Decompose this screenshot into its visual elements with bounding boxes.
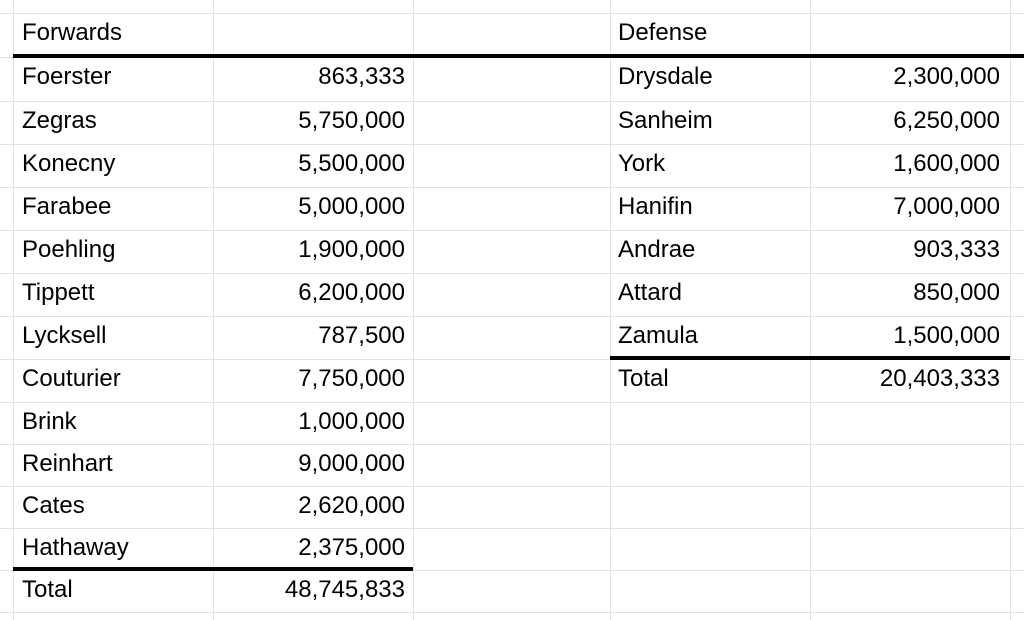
defense-name-cell[interactable]: Andrae <box>618 236 696 263</box>
defense-name-cell[interactable]: Hanifin <box>618 193 693 220</box>
defense-name-cell[interactable]: York <box>618 150 666 177</box>
defense-name-cell[interactable]: Attard <box>618 279 683 306</box>
defense-value-cell[interactable]: 1,500,000 <box>893 322 1000 349</box>
defense-name-cell[interactable]: Zamula <box>618 322 699 349</box>
forward-name-cell[interactable]: Lycksell <box>22 322 107 349</box>
forward-value-cell[interactable]: 5,000,000 <box>298 193 405 220</box>
defense-name-cell[interactable]: Drysdale <box>618 63 713 90</box>
forward-value-cell[interactable]: 2,620,000 <box>298 492 405 519</box>
forward-value-cell[interactable]: 863,333 <box>318 63 405 90</box>
forward-name-cell[interactable]: Brink <box>22 408 77 435</box>
gridline-horizontal <box>0 273 1024 274</box>
gridline-horizontal <box>0 612 1024 613</box>
forward-name-cell[interactable]: Reinhart <box>22 450 113 477</box>
defense-total-value[interactable]: 20,403,333 <box>879 365 1000 392</box>
defense-value-cell[interactable]: 903,333 <box>913 236 1000 263</box>
gridline-horizontal <box>0 359 1024 360</box>
forward-name-cell[interactable]: Couturier <box>22 365 121 392</box>
gridline-horizontal <box>0 13 1024 14</box>
gridline-vertical <box>13 0 14 620</box>
forward-name-cell[interactable]: Zegras <box>22 107 97 134</box>
forwards-total-label[interactable]: Total <box>22 576 73 603</box>
defense-value-cell[interactable]: 2,300,000 <box>893 63 1000 90</box>
defense-total-label[interactable]: Total <box>618 365 669 392</box>
gridline-horizontal <box>0 528 1024 529</box>
forward-value-cell[interactable]: 9,000,000 <box>298 450 405 477</box>
forward-value-cell[interactable]: 1,000,000 <box>298 408 405 435</box>
forward-name-cell[interactable]: Tippett <box>22 279 95 306</box>
gridline-vertical <box>610 0 611 620</box>
forward-value-cell[interactable]: 5,500,000 <box>298 150 405 177</box>
forwards-total-border <box>13 567 413 571</box>
gridline-horizontal <box>0 486 1024 487</box>
forward-name-cell[interactable]: Poehling <box>22 236 116 263</box>
defense-value-cell[interactable]: 7,000,000 <box>893 193 1000 220</box>
forward-value-cell[interactable]: 1,900,000 <box>298 236 405 263</box>
forward-name-cell[interactable]: Hathaway <box>22 534 129 561</box>
gridline-horizontal <box>0 187 1024 188</box>
gridline-vertical <box>810 0 811 620</box>
gridline-vertical <box>213 0 214 620</box>
gridline-vertical <box>1010 0 1011 620</box>
gridline-horizontal <box>0 444 1024 445</box>
defense-name-cell[interactable]: Sanheim <box>618 107 713 134</box>
gridline-vertical <box>413 0 414 620</box>
forward-value-cell[interactable]: 5,750,000 <box>298 107 405 134</box>
defense-total-border <box>610 356 1010 360</box>
forward-name-cell[interactable]: Farabee <box>22 193 112 220</box>
forward-value-cell[interactable]: 6,200,000 <box>298 279 405 306</box>
gridline-horizontal <box>0 402 1024 403</box>
gridline-horizontal <box>0 570 1024 571</box>
forward-value-cell[interactable]: 787,500 <box>318 322 405 349</box>
defense-header-cell[interactable]: Defense <box>618 19 708 46</box>
defense-value-cell[interactable]: 1,600,000 <box>893 150 1000 177</box>
gridline-horizontal <box>0 230 1024 231</box>
defense-value-cell[interactable]: 850,000 <box>913 279 1000 306</box>
forward-name-cell[interactable]: Foerster <box>22 63 112 90</box>
gridline-horizontal <box>0 316 1024 317</box>
forward-name-cell[interactable]: Cates <box>22 492 85 519</box>
defense-value-cell[interactable]: 6,250,000 <box>893 107 1000 134</box>
forward-name-cell[interactable]: Konecny <box>22 150 116 177</box>
forwards-header-cell[interactable]: Forwards <box>22 19 123 46</box>
forwards-total-value[interactable]: 48,745,833 <box>284 576 405 603</box>
header-bottom-border <box>13 54 1024 58</box>
forward-value-cell[interactable]: 2,375,000 <box>298 534 405 561</box>
forward-value-cell[interactable]: 7,750,000 <box>298 365 405 392</box>
gridline-horizontal <box>0 144 1024 145</box>
gridline-horizontal <box>0 101 1024 102</box>
